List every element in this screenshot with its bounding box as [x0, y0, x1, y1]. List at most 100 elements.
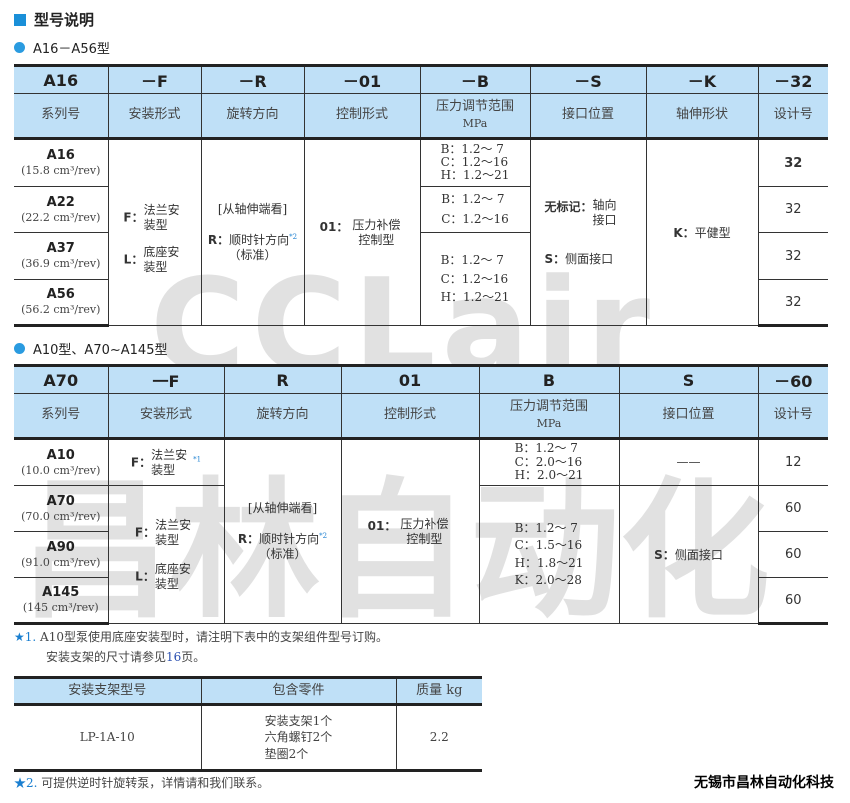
pressure-line: B：1.2～ 7 — [441, 192, 505, 207]
pressure-line: B：1.2～ 7 — [514, 441, 578, 456]
label-shaft: 轴伸形状 — [645, 93, 759, 140]
mount-key: F： — [123, 210, 144, 224]
page-title: 型号说明 — [14, 9, 94, 30]
model-displacement: (22.2 cm³/rev) — [21, 210, 101, 224]
model-table-a10-a145: A70 一F R 01 B S －60 系列号 安装形式 旋转方向 控制形式 压… — [14, 364, 828, 625]
model-name: A56 — [46, 287, 75, 302]
square-bullet-icon — [14, 13, 26, 26]
label-mount: 安装形式 — [107, 93, 202, 140]
code-control: －01 — [303, 64, 421, 94]
design-no: 32 — [757, 279, 828, 327]
footnote-2: ★2. 可提供逆时针旋转泵，详情请和我们联系。 — [14, 774, 269, 791]
pressure-line: H：1.8～21 — [514, 555, 584, 570]
model-displacement: (91.0 cm³/rev) — [21, 555, 101, 569]
label-series: 系列号 — [14, 393, 109, 440]
model-a37: A37 (36.9 cm³/rev) — [14, 232, 109, 280]
pressure-range-a70-a145: B：1.2～ 7 C：1.5～16 H：1.8～21 K：2.0～28 — [478, 485, 620, 624]
pressure-range-a37-a56: B：1.2～ 7 C：1.2～16 H：1.2～21 — [419, 232, 531, 326]
label-control: 控制形式 — [340, 393, 480, 440]
title-text: 型号说明 — [34, 11, 95, 29]
pressure-label: 压力调节范围 — [509, 399, 588, 415]
model-displacement: (15.8 cm³/rev) — [21, 164, 101, 177]
design-no: 32 — [757, 138, 828, 187]
section1-title-text: A16－A56型 — [33, 42, 110, 57]
design-no: 60 — [757, 531, 828, 578]
pressure-line: C：1.2～16 — [440, 271, 509, 286]
code-mount: －F — [107, 64, 202, 94]
control-value: 压力补偿控制型 — [352, 217, 401, 247]
header-mass: 质量 kg — [395, 676, 482, 706]
port-cell: S：侧面接口 — [618, 485, 759, 624]
port-a10: —— — [618, 438, 759, 486]
star-icon: ★1. — [14, 630, 37, 644]
label-mount: 安装形式 — [107, 393, 225, 440]
rotation-key: R： — [237, 532, 260, 546]
mount-a10: F：法兰安装型 *1 — [107, 438, 225, 486]
model-name: A10 — [46, 447, 75, 463]
part-item: 垫圈2个 — [264, 746, 309, 761]
mount-key: L： — [135, 569, 155, 583]
section2-title: A10型、A70~A145型 — [14, 339, 167, 358]
model-a10: A10 (10.0 cm³/rev) — [14, 438, 109, 486]
design-no: 60 — [757, 577, 828, 625]
pressure-unit: MPa — [536, 416, 562, 430]
company-name: 无锡市昌林自动化科技 — [694, 775, 834, 791]
mount-options: F：法兰安装型 L：底座安装型 — [107, 485, 225, 624]
code-mount: 一F — [107, 364, 225, 394]
mount-value: 底座安装型 — [154, 561, 191, 591]
model-displacement: (145 cm³/rev) — [22, 601, 99, 614]
pressure-range-a16: B：1.2～ 7 C：1.2～16 H：1.2～21 — [419, 138, 531, 187]
footnote-1-line1: A10型泵使用底座安装型时，请注明下表中的支架组件型号订购。 — [40, 630, 388, 644]
mount-key: L： — [123, 252, 144, 266]
label-pressure: 压力调节范围 MPa — [478, 393, 620, 440]
design-no: 32 — [757, 186, 828, 233]
mount-note-mark: *1 — [193, 455, 202, 463]
port-key: S： — [544, 252, 566, 266]
code-pressure: B — [478, 364, 620, 394]
model-table-a16-a56: A16 －F －R －01 －B －S －K －32 系列号 安装形式 旋转方向… — [14, 64, 828, 327]
rotation-cell: [从轴伸端看] R：顺时针方向*2 （标准） — [223, 438, 342, 624]
header-bracket-model: 安装支架型号 — [14, 676, 202, 706]
code-rotation: －R — [200, 64, 305, 94]
model-displacement: (56.2 cm³/rev) — [21, 303, 101, 316]
mount-value: 法兰安装型 — [143, 202, 180, 232]
model-name: A90 — [46, 539, 75, 555]
model-a145: A145 (145 cm³/rev) — [14, 577, 109, 625]
code-pressure: －B — [419, 64, 531, 94]
label-rotation: 旋转方向 — [223, 393, 342, 440]
pressure-line: H：1.2～21 — [440, 290, 510, 305]
rotation-standard: （标准） — [258, 547, 307, 561]
model-a22: A22 (22.2 cm³/rev) — [14, 186, 109, 233]
footnote-2-text: 可提供逆时针旋转泵，详情请和我们联系。 — [41, 776, 270, 790]
control-cell: 01： 压力补偿控制型 — [340, 438, 480, 624]
code-port: S — [618, 364, 759, 394]
page-link[interactable]: 16 — [166, 650, 182, 664]
footnote-text: 页。 — [181, 650, 206, 664]
label-control: 控制形式 — [303, 93, 421, 140]
pressure-line: H：2.0～21 — [514, 467, 584, 482]
rotation-view: [从轴伸端看] — [217, 202, 288, 216]
port-key: S： — [654, 548, 675, 562]
control-cell: 01： 压力补偿控制型 — [303, 138, 421, 326]
star-icon: ★2. — [14, 776, 38, 790]
design-no: 12 — [757, 438, 828, 486]
pressure-line: B：1.2～ 7 — [440, 253, 504, 268]
model-name: A37 — [46, 241, 75, 256]
pressure-line: C：1.2～16 — [441, 211, 509, 226]
pressure-line: C：2.0～16 — [514, 454, 583, 469]
label-port: 接口位置 — [529, 93, 647, 140]
mount-value: 底座安装型 — [143, 244, 180, 274]
model-name: A16 — [46, 148, 75, 163]
design-no: 60 — [757, 485, 828, 532]
design-no: 32 — [757, 232, 828, 280]
code-series: A70 — [14, 364, 109, 394]
model-a70: A70 (70.0 cm³/rev) — [14, 485, 109, 532]
rotation-note-mark: *2 — [289, 233, 298, 241]
mount-key: F： — [130, 455, 152, 469]
code-series: A16 — [14, 64, 109, 94]
port-value: 侧面接口 — [565, 252, 614, 266]
port-value: 侧面接口 — [674, 548, 723, 562]
pressure-line: K：2.0～28 — [514, 572, 582, 587]
shaft-cell: K：平健型 — [645, 138, 759, 326]
section2-title-text: A10型、A70~A145型 — [33, 343, 168, 358]
